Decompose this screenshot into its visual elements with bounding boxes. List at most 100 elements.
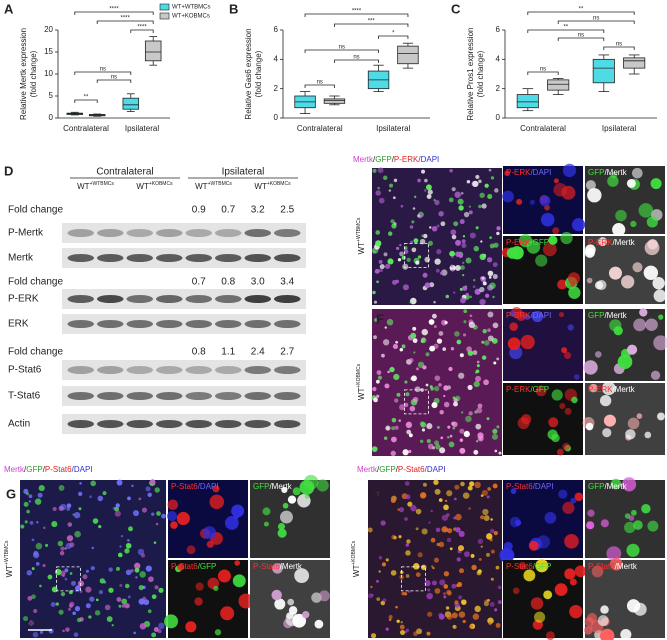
blot-strip — [62, 360, 306, 380]
cell — [456, 339, 462, 345]
cell — [477, 432, 484, 439]
cell — [400, 621, 403, 624]
cell — [419, 492, 427, 499]
cell — [145, 565, 152, 572]
significance-bracket — [378, 35, 409, 39]
cell — [585, 422, 594, 431]
image-title: Mertk/GFP/P-ERK/DAPI — [353, 155, 439, 164]
label-part: / — [373, 155, 376, 164]
cell — [408, 590, 411, 593]
cell — [497, 585, 502, 590]
roi-box — [404, 389, 429, 415]
blot-band — [155, 366, 183, 374]
blot-strip — [62, 248, 306, 268]
label-sup: +KOBMCs — [149, 181, 173, 187]
cell — [564, 534, 579, 549]
cell — [422, 272, 428, 278]
cell — [465, 430, 469, 435]
cell — [116, 597, 122, 602]
cell — [127, 595, 131, 599]
cell — [475, 226, 479, 230]
blot-band — [126, 229, 154, 237]
cell — [448, 197, 454, 203]
cell — [487, 487, 491, 491]
cell — [147, 492, 152, 498]
cell — [28, 494, 33, 499]
blot-band — [185, 366, 213, 374]
cell — [277, 523, 286, 531]
cell — [463, 551, 470, 558]
cell — [543, 590, 553, 600]
cell — [57, 540, 64, 547]
y-tick-label: 15 — [44, 47, 53, 56]
cell — [487, 270, 494, 277]
cell — [127, 496, 131, 501]
cell — [384, 326, 387, 329]
cell — [492, 262, 498, 268]
blot-band — [185, 392, 213, 400]
cell — [424, 282, 431, 289]
side-label: WT+KOBMCs — [351, 540, 361, 577]
label-base: WT — [357, 242, 366, 255]
cell — [443, 584, 449, 589]
fold-value: 3.0 — [251, 277, 265, 288]
cell — [493, 531, 498, 536]
cell — [36, 521, 39, 524]
roi-box — [401, 566, 426, 592]
y-axis-label: Relative Mertk expression — [19, 28, 28, 120]
box — [547, 79, 570, 91]
panel-letter: F — [376, 311, 384, 326]
cell — [447, 528, 453, 534]
cell — [492, 428, 498, 434]
cell — [462, 274, 465, 277]
cell — [376, 370, 382, 375]
fold-value: 0.9 — [192, 205, 206, 216]
cell — [524, 314, 531, 320]
cell — [448, 366, 453, 372]
cell — [378, 570, 381, 573]
cell — [421, 234, 425, 238]
cell — [91, 546, 94, 550]
cell — [480, 515, 485, 520]
cell — [69, 572, 73, 575]
cell — [114, 506, 120, 512]
group-label: WT+WTBMCs — [195, 181, 232, 191]
cell — [644, 431, 652, 439]
cell — [405, 494, 411, 500]
cell — [133, 510, 140, 517]
blot-band — [244, 320, 272, 328]
cell — [449, 547, 453, 551]
y-tick-label: 0 — [49, 113, 54, 122]
cell — [421, 328, 428, 336]
cell — [401, 591, 405, 596]
cell — [392, 343, 399, 350]
cell — [78, 491, 83, 497]
cell — [408, 449, 412, 454]
cell — [458, 568, 465, 574]
cell — [460, 411, 464, 414]
cell — [509, 516, 521, 528]
cell — [476, 364, 480, 368]
cell — [584, 617, 595, 627]
label-part: P-ERK — [394, 155, 419, 164]
cell — [452, 625, 456, 628]
cell — [490, 518, 493, 521]
cell — [490, 549, 495, 554]
cell — [564, 407, 572, 415]
box — [122, 97, 140, 110]
cell — [493, 242, 499, 248]
x-tick-label: Ipsilateral — [376, 124, 410, 133]
cell — [396, 619, 400, 623]
row-label: ERK — [8, 319, 29, 330]
blot-band — [96, 320, 124, 328]
panel-letter: B — [229, 1, 238, 16]
cell — [558, 489, 568, 499]
cell — [78, 507, 82, 511]
cell — [409, 301, 412, 304]
cell — [427, 611, 433, 617]
blot-band — [67, 320, 95, 328]
cell — [551, 389, 563, 401]
cell — [139, 622, 147, 630]
label-part: P-Stat6 — [506, 562, 533, 571]
panel-letter: G — [6, 486, 16, 501]
